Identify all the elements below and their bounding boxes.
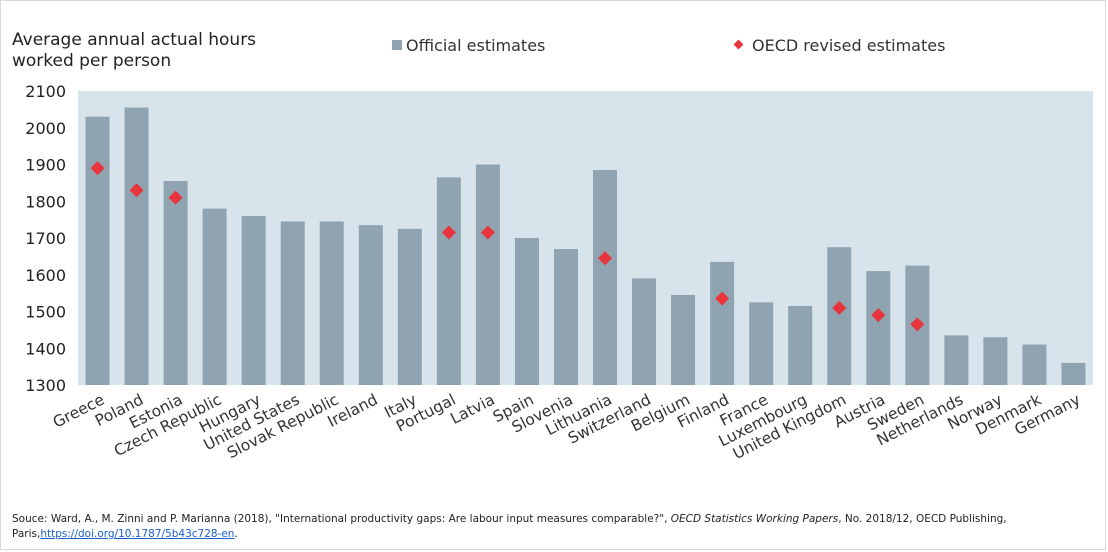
bar xyxy=(554,249,578,385)
y-tick-label: 2000 xyxy=(25,119,66,138)
bar xyxy=(671,295,695,385)
bar xyxy=(125,108,149,385)
source-end: . xyxy=(234,528,237,540)
y-tick-label: 1700 xyxy=(25,229,66,248)
bar xyxy=(242,216,266,385)
source-journal: OECD Statistics Working Papers xyxy=(671,513,838,525)
bar xyxy=(749,302,773,385)
y-tick-label: 1600 xyxy=(25,266,66,285)
y-tick-label: 1300 xyxy=(25,376,66,395)
bar xyxy=(515,238,539,385)
y-tick-label: 1400 xyxy=(25,339,66,358)
bar xyxy=(983,337,1007,385)
bar xyxy=(1061,363,1085,385)
plot-area xyxy=(78,91,1093,385)
bar-chart: 130014001500160017001800190020002100Gree… xyxy=(0,0,1108,512)
bar xyxy=(437,177,461,385)
y-tick-label: 1500 xyxy=(25,303,66,322)
y-tick-label: 1900 xyxy=(25,156,66,175)
bar xyxy=(320,221,344,385)
bar xyxy=(710,262,734,385)
bar xyxy=(788,306,812,385)
bar xyxy=(398,229,422,385)
bar xyxy=(359,225,383,385)
bar xyxy=(632,278,656,385)
bar xyxy=(827,247,851,385)
bar xyxy=(866,271,890,385)
bar xyxy=(944,335,968,385)
source-note: Souce: Ward, A., M. Zinni and P. Mariann… xyxy=(12,512,1097,542)
bar xyxy=(593,170,617,385)
y-tick-label: 2100 xyxy=(25,82,66,101)
bar xyxy=(1022,345,1046,385)
source-text: Souce: Ward, A., M. Zinni and P. Mariann… xyxy=(12,513,667,525)
bar xyxy=(203,209,227,385)
bar xyxy=(86,117,110,385)
source-link[interactable]: https://doi.org/10.1787/5b43c728-en xyxy=(40,528,234,540)
y-tick-label: 1800 xyxy=(25,192,66,211)
bar xyxy=(281,221,305,385)
bar xyxy=(476,165,500,386)
bar xyxy=(164,181,188,385)
